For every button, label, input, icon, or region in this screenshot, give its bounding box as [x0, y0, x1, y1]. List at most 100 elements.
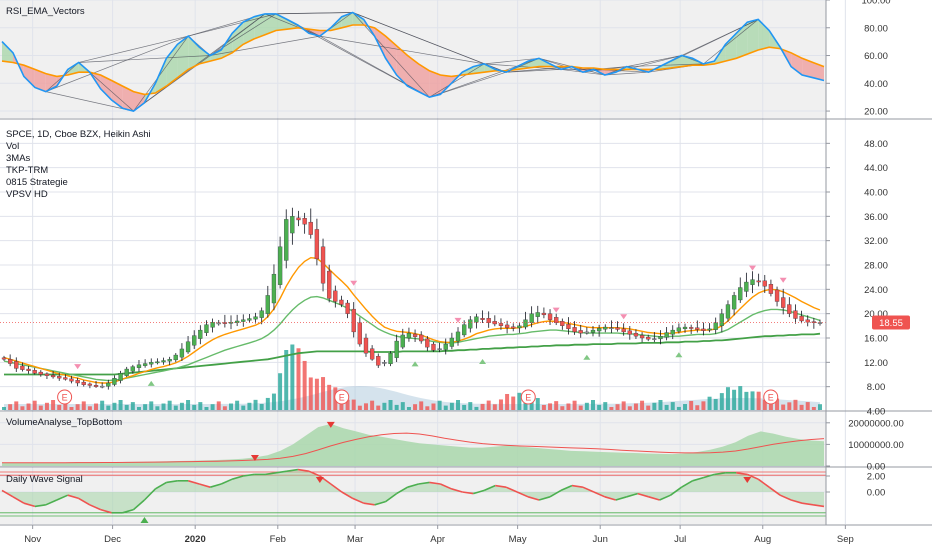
candle-body[interactable]	[406, 332, 412, 339]
candle-body[interactable]	[682, 326, 688, 330]
candle-body[interactable]	[419, 334, 424, 342]
candle-body[interactable]	[118, 373, 123, 381]
candle-body[interactable]	[179, 348, 185, 358]
candle-body[interactable]	[277, 246, 283, 285]
candle-body[interactable]	[14, 361, 19, 369]
candle-body[interactable]	[615, 327, 620, 330]
candle-body[interactable]	[216, 322, 221, 325]
candle-body[interactable]	[652, 338, 657, 340]
candle-body[interactable]	[185, 341, 191, 353]
candle-body[interactable]	[774, 289, 780, 302]
candle-body[interactable]	[167, 359, 172, 362]
candle-body[interactable]	[658, 336, 663, 340]
candle-body[interactable]	[621, 328, 626, 333]
candle-body[interactable]	[155, 361, 160, 364]
candle-body[interactable]	[762, 280, 767, 287]
candle-body[interactable]	[554, 317, 559, 323]
candle-body[interactable]	[474, 316, 479, 323]
earnings-marker[interactable]	[334, 389, 350, 405]
candle-body[interactable]	[627, 330, 632, 335]
candle-body[interactable]	[449, 337, 455, 347]
candle-body[interactable]	[345, 302, 350, 314]
candle-body[interactable]	[192, 335, 197, 346]
candle-body[interactable]	[296, 217, 301, 221]
candle-body[interactable]	[639, 335, 645, 339]
candle-body[interactable]	[357, 322, 362, 345]
candle-body[interactable]	[547, 313, 553, 320]
candle-body[interactable]	[664, 332, 669, 338]
candle-body[interactable]	[768, 284, 774, 294]
candle-body[interactable]	[369, 348, 375, 360]
candle-body[interactable]	[756, 280, 761, 283]
candle-body[interactable]	[320, 246, 326, 284]
candle-body[interactable]	[701, 328, 706, 331]
candle-body[interactable]	[290, 216, 295, 234]
candle-body[interactable]	[1, 357, 7, 360]
candle-body[interactable]	[204, 324, 209, 333]
candle-body[interactable]	[44, 373, 50, 376]
candle-body[interactable]	[161, 360, 166, 363]
candle-body[interactable]	[57, 376, 62, 379]
candle-body[interactable]	[142, 363, 148, 366]
candle-body[interactable]	[560, 321, 565, 326]
candle-body[interactable]	[75, 380, 80, 384]
candle-body[interactable]	[394, 340, 399, 358]
candle-body[interactable]	[633, 332, 639, 337]
candle-body[interactable]	[787, 304, 792, 314]
candle-body[interactable]	[333, 290, 338, 302]
candle-body[interactable]	[603, 326, 608, 330]
candle-body[interactable]	[81, 381, 86, 385]
candle-body[interactable]	[241, 319, 246, 322]
candle-body[interactable]	[517, 325, 522, 329]
earnings-marker[interactable]	[520, 389, 536, 405]
time-axis[interactable]: Nov Dec 2020 Feb Mar Apr May Jun Jul Aug Sep	[24, 525, 854, 545]
candle-body[interactable]	[431, 343, 436, 351]
candle-body[interactable]	[738, 287, 743, 301]
candle-body[interactable]	[351, 308, 356, 333]
candle-body[interactable]	[339, 299, 344, 305]
candle-body[interactable]	[87, 383, 93, 386]
candle-body[interactable]	[253, 316, 258, 320]
candle-body[interactable]	[210, 322, 215, 328]
candle-body[interactable]	[793, 310, 798, 319]
candle-body[interactable]	[480, 318, 485, 320]
candle-body[interactable]	[376, 356, 381, 366]
candle-body[interactable]	[689, 327, 694, 329]
candle-body[interactable]	[578, 330, 583, 334]
candle-body[interactable]	[259, 310, 264, 318]
candle-body[interactable]	[247, 318, 252, 321]
candle-body[interactable]	[302, 218, 307, 225]
candle-body[interactable]	[492, 321, 497, 325]
candle-body[interactable]	[38, 371, 43, 375]
candle-body[interactable]	[670, 329, 675, 335]
candle-body[interactable]	[100, 385, 105, 388]
candle-body[interactable]	[32, 370, 37, 374]
candle-body[interactable]	[327, 270, 332, 299]
candle-body[interactable]	[363, 337, 369, 354]
candle-body[interactable]	[572, 327, 577, 333]
candle-body[interactable]	[511, 326, 516, 329]
candle-body[interactable]	[719, 313, 724, 326]
candle-body[interactable]	[646, 336, 651, 340]
candle-body[interactable]	[541, 312, 547, 316]
candle-body[interactable]	[93, 384, 99, 387]
candle-body[interactable]	[799, 315, 804, 322]
candle-body[interactable]	[284, 219, 289, 261]
candle-body[interactable]	[498, 323, 504, 326]
candle-body[interactable]	[566, 324, 571, 330]
candle-body[interactable]	[26, 368, 31, 371]
candle-body[interactable]	[713, 322, 718, 330]
candle-body[interactable]	[7, 359, 13, 364]
candle-body[interactable]	[443, 343, 448, 350]
candle-body[interactable]	[805, 319, 810, 323]
candle-body[interactable]	[535, 312, 540, 317]
candle-body[interactable]	[731, 295, 737, 310]
candle-body[interactable]	[412, 333, 418, 337]
candle-body[interactable]	[149, 362, 154, 365]
candle-body[interactable]	[124, 368, 129, 376]
candle-body[interactable]	[130, 366, 135, 372]
candle-body[interactable]	[308, 221, 313, 235]
candle-body[interactable]	[425, 338, 430, 348]
candle-body[interactable]	[222, 322, 228, 324]
